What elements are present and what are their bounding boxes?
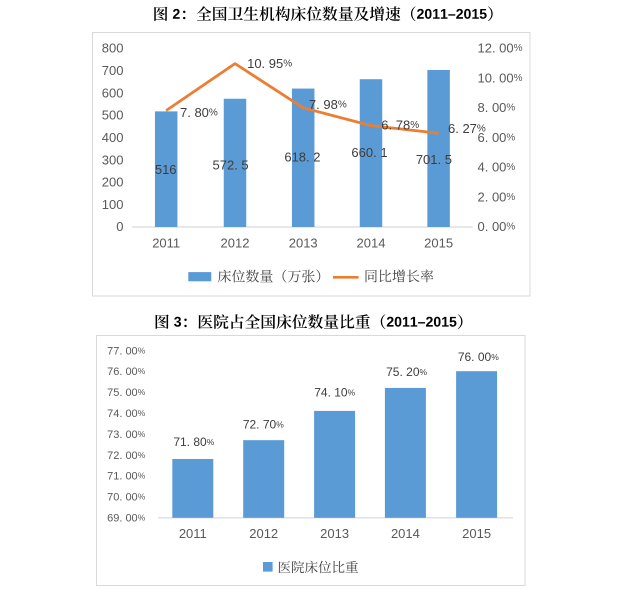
svg-text:76. 00%: 76. 00%	[458, 350, 499, 364]
svg-text:6. 00%: 6. 00%	[478, 130, 516, 145]
svg-text:572. 5: 572. 5	[213, 158, 249, 173]
svg-text:10. 00%: 10. 00%	[478, 70, 523, 85]
svg-text:2013: 2013	[320, 526, 349, 541]
svg-text:75. 00%: 75. 00%	[107, 387, 146, 399]
svg-text:74. 10%: 74. 10%	[314, 386, 355, 400]
svg-text:75. 20%: 75. 20%	[386, 365, 427, 379]
svg-text:7. 80%: 7. 80%	[180, 105, 218, 120]
svg-text:2014: 2014	[357, 236, 386, 251]
svg-text:2015: 2015	[462, 526, 491, 541]
svg-text:600: 600	[102, 85, 124, 100]
svg-text:71. 00%: 71. 00%	[107, 471, 146, 483]
svg-text:7. 98%: 7. 98%	[309, 97, 347, 112]
svg-text:70. 00%: 70. 00%	[107, 492, 146, 504]
svg-text:12. 00%: 12. 00%	[478, 41, 523, 56]
svg-text:73. 00%: 73. 00%	[107, 429, 146, 441]
svg-text:2. 00%: 2. 00%	[478, 189, 516, 204]
svg-text:2014: 2014	[391, 526, 420, 541]
svg-text:0. 00%: 0. 00%	[478, 219, 516, 234]
svg-text:660. 1: 660. 1	[351, 145, 387, 160]
svg-text:618. 2: 618. 2	[284, 150, 320, 165]
svg-text:4. 00%: 4. 00%	[478, 160, 516, 175]
svg-text:2011: 2011	[179, 526, 207, 541]
svg-text:0: 0	[116, 219, 123, 234]
svg-text:2012: 2012	[249, 526, 278, 541]
svg-text:74. 00%: 74. 00%	[107, 408, 146, 420]
svg-text:10. 95%: 10. 95%	[247, 56, 292, 71]
svg-text:100: 100	[102, 197, 124, 212]
svg-text:77. 00%: 77. 00%	[107, 345, 146, 357]
svg-text:69. 00%: 69. 00%	[107, 513, 146, 525]
svg-text:2013: 2013	[289, 236, 318, 251]
svg-text:2011: 2011	[152, 236, 180, 251]
svg-text:700: 700	[102, 63, 124, 78]
svg-text:701. 5: 701. 5	[416, 152, 452, 167]
svg-text:6. 78%: 6. 78%	[381, 117, 419, 132]
svg-text:200: 200	[102, 175, 124, 190]
svg-text:500: 500	[102, 108, 124, 123]
svg-text:72. 70%: 72. 70%	[243, 417, 284, 431]
svg-text:72. 00%: 72. 00%	[107, 450, 146, 462]
svg-text:800: 800	[102, 41, 124, 56]
svg-text:516: 516	[155, 162, 177, 177]
svg-text:8. 00%: 8. 00%	[478, 100, 516, 115]
svg-text:300: 300	[102, 152, 124, 167]
svg-text:2012: 2012	[221, 236, 250, 251]
svg-text:400: 400	[102, 130, 124, 145]
svg-text:71. 80%: 71. 80%	[173, 435, 214, 449]
svg-text:76. 00%: 76. 00%	[107, 366, 146, 378]
svg-text:2015: 2015	[424, 236, 453, 251]
svg-text:6. 27%: 6. 27%	[448, 121, 486, 136]
